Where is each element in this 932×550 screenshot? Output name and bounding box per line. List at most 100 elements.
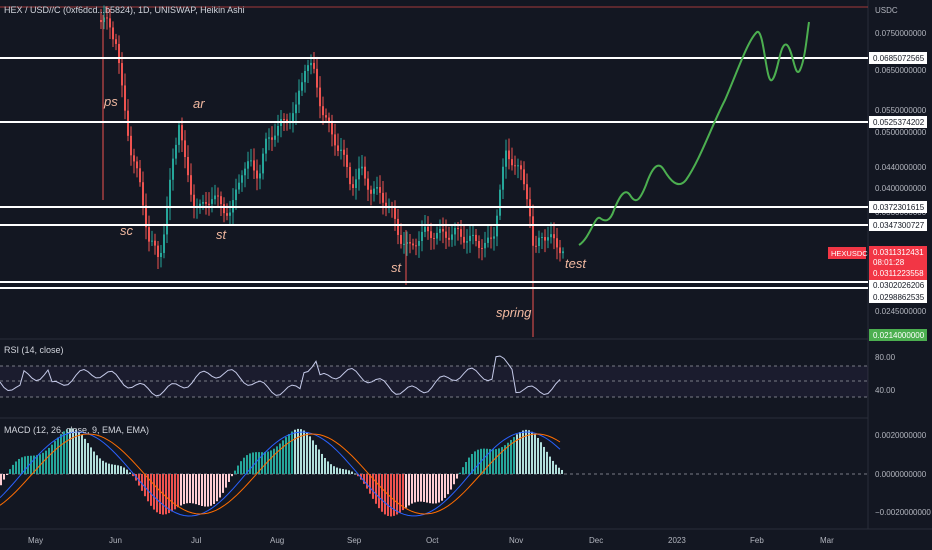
wyckoff-label: spring	[496, 305, 532, 320]
price-level-tag	[869, 279, 927, 291]
macd-bar	[243, 457, 245, 474]
candle-body	[202, 202, 204, 204]
macd-bar	[297, 428, 299, 474]
candle-body	[211, 199, 213, 204]
macd-bar	[0, 474, 2, 486]
candlestick-series	[100, 5, 564, 337]
candle-body	[139, 168, 141, 183]
price-tick-label: 0.0500000000	[875, 128, 927, 137]
macd-bar	[543, 446, 545, 474]
macd-bar	[315, 444, 317, 474]
candle-body	[187, 156, 189, 176]
macd-bar	[141, 474, 143, 491]
candle-body	[535, 245, 537, 247]
candle-body	[295, 104, 297, 114]
candle-body	[151, 240, 153, 242]
macd-bar	[198, 474, 200, 506]
last-price-tag	[869, 246, 927, 280]
price-levels	[0, 57, 868, 289]
candle-body	[226, 213, 228, 216]
candle-body	[268, 137, 270, 139]
macd-bar	[75, 429, 77, 474]
candle-body	[559, 247, 561, 254]
macd-bar	[84, 438, 86, 474]
macd-bar	[423, 474, 425, 502]
macd-bar	[555, 464, 557, 474]
time-tick-label: Jul	[191, 536, 201, 545]
candle-body	[382, 192, 384, 203]
candle-body	[238, 182, 240, 190]
macd-bar	[276, 446, 278, 474]
macd-bar	[444, 474, 446, 498]
candle-body	[199, 203, 201, 207]
macd-bar	[96, 455, 98, 474]
rsi-tick-label: 80.00	[875, 353, 896, 362]
macd-bar	[420, 474, 422, 502]
candle-body	[487, 237, 489, 243]
macd-bar	[477, 449, 479, 474]
candle-body	[178, 125, 180, 145]
macd-bar	[312, 440, 314, 474]
candle-body	[100, 20, 102, 23]
macd-bar	[330, 464, 332, 474]
candle-body	[352, 184, 354, 188]
candle-body	[394, 207, 396, 219]
macd-bar	[258, 452, 260, 474]
candle-body	[547, 237, 549, 241]
macd-bar	[318, 449, 320, 474]
macd-bar	[195, 474, 197, 505]
wyckoff-label: sc	[120, 223, 134, 238]
candle-body	[475, 234, 477, 242]
candle-body	[538, 237, 540, 247]
macd-bar	[459, 472, 461, 474]
macd-bar	[12, 464, 14, 474]
candle-body	[517, 165, 519, 167]
macd-bar	[153, 474, 155, 510]
macd-bar	[225, 474, 227, 488]
candle-body	[385, 202, 387, 208]
macd-bar	[30, 455, 32, 474]
macd-bar	[69, 428, 71, 474]
macd-bar	[525, 429, 527, 474]
macd-bar	[102, 460, 104, 474]
candle-body	[124, 85, 126, 111]
macd-bar	[21, 457, 23, 474]
macd-bar	[174, 474, 176, 510]
candle-body	[460, 229, 462, 237]
time-axis[interactable]: May Jun Jul Aug Sep Oct Nov Dec 2023 Feb Mar	[28, 536, 834, 545]
candle-body	[334, 134, 336, 146]
macd-bar	[489, 449, 491, 474]
candle-body	[133, 155, 135, 162]
candle-body	[130, 135, 132, 156]
price-level-tag	[869, 52, 927, 64]
wyckoff-label: ps	[103, 94, 118, 109]
bar-countdown: 08:01:28	[873, 258, 905, 267]
macd-bar	[546, 451, 548, 474]
macd-bar	[186, 474, 188, 504]
candle-body	[310, 62, 312, 66]
macd-bar	[510, 439, 512, 474]
candle-body	[109, 18, 111, 28]
macd-bar	[399, 474, 401, 513]
candle-body	[142, 182, 144, 206]
macd-bar	[183, 474, 185, 505]
candle-body	[136, 161, 138, 169]
macd-bar	[372, 474, 374, 499]
macd-bar	[255, 452, 257, 474]
rsi-label: RSI (14, close)	[4, 345, 64, 355]
candle-body	[526, 184, 528, 200]
candle-body	[265, 138, 267, 154]
candle-body	[262, 153, 264, 174]
macd-bar	[438, 474, 440, 503]
macd-bar	[261, 452, 263, 474]
macd-bar	[267, 451, 269, 474]
candle-body	[214, 195, 216, 200]
macd-bar	[33, 455, 35, 474]
macd-bar	[150, 474, 152, 506]
wyckoff-labels: ps ar sc st st test spring	[103, 94, 587, 320]
candle-body	[469, 235, 471, 242]
wyckoff-label: ar	[193, 96, 205, 111]
macd-bar	[486, 448, 488, 474]
price-axis[interactable]: USDC 0.0750000000 0.0650000000 0.0550000000…	[828, 6, 931, 517]
